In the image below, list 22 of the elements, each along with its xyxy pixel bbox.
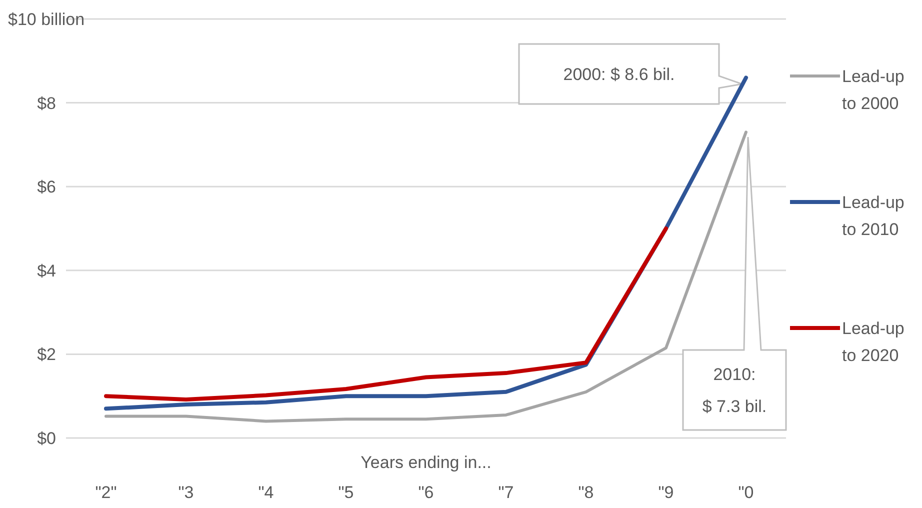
x-tick-label: "7 bbox=[498, 483, 514, 502]
x-tick-label: "2" bbox=[95, 483, 117, 502]
x-tick-label: "8 bbox=[578, 483, 594, 502]
x-tick-label: "5 bbox=[338, 483, 354, 502]
y-tick-label: $8 bbox=[37, 94, 56, 113]
annotation: 2000: $ 8.6 bil. bbox=[563, 65, 675, 84]
legend-label: Lead-up to 2020 bbox=[842, 319, 904, 365]
x-tick-label: "4 bbox=[258, 483, 274, 502]
y-tick-label: $6 bbox=[37, 178, 56, 197]
line-series bbox=[104, 226, 668, 402]
y-tick-label: $2 bbox=[37, 345, 56, 364]
y-tick-label: $10 billion bbox=[8, 10, 85, 29]
x-tick-label: "9 bbox=[658, 483, 674, 502]
y-tick-label: $4 bbox=[37, 261, 56, 280]
x-tick-label: "6 bbox=[418, 483, 434, 502]
y-tick-label: $0 bbox=[37, 429, 56, 448]
annotation: 2010: $ 7.3 bil. bbox=[702, 365, 767, 416]
x-axis-title: Years ending in... bbox=[360, 453, 492, 472]
legend-label: Lead-up to 2000 bbox=[842, 67, 904, 113]
x-tick-label: "3 bbox=[178, 483, 194, 502]
x-tick-label: "0 bbox=[738, 483, 754, 502]
legend-label: Lead-up to 2010 bbox=[842, 193, 904, 239]
